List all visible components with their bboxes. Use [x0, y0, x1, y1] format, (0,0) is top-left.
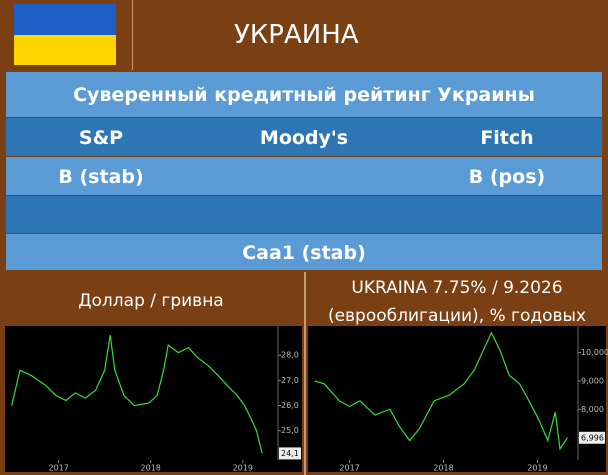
row-bg: [6, 72, 602, 117]
price-line: [314, 331, 568, 451]
y-tick-label: 8,000: [581, 405, 604, 414]
chart-title: (еврооблигации), % годовых: [328, 306, 586, 326]
page-title: УКРАИНА: [234, 20, 359, 50]
x-tick-label: 2017: [339, 464, 359, 473]
table-title: Суверенный кредитный рейтинг Украины: [73, 84, 535, 106]
y-tick-label: 26,0: [281, 401, 299, 410]
column-header: Fitch: [480, 127, 534, 149]
last-value-label: 6,996: [581, 433, 604, 442]
column-header: S&P: [78, 127, 124, 149]
x-tick-label: 2019: [233, 464, 253, 473]
y-tick-label: 10,000: [581, 348, 608, 357]
rating: B (stab): [58, 166, 144, 188]
row-bg: [6, 118, 602, 156]
x-tick-label: 2018: [141, 464, 161, 473]
x-tick-label: 2017: [48, 464, 68, 473]
divider: [304, 272, 306, 475]
last-value-label: 24,1: [281, 449, 299, 458]
x-tick-label: 2019: [527, 464, 547, 473]
y-tick-label: 9,000: [581, 377, 604, 386]
last-value-box: [579, 431, 605, 444]
flag-blue: [14, 4, 116, 35]
last-value-box: [279, 447, 301, 460]
chart-title: UKRAINA 7.75% / 9.2026: [351, 278, 562, 298]
rating: Caa1 (stab): [242, 242, 366, 264]
column-header: Moody's: [259, 127, 349, 149]
flag-yellow: [14, 35, 116, 65]
price-line: [11, 334, 263, 454]
y-tick-label: 28,0: [281, 351, 299, 360]
rating-table: Суверенный кредитный рейтинг Украины S&P…: [6, 72, 602, 270]
y-tick-label: 27,0: [281, 376, 299, 385]
divider: [132, 0, 133, 70]
x-tick-label: 2018: [433, 464, 453, 473]
row-bg: [6, 196, 602, 233]
rating: B (pos): [468, 166, 546, 188]
row-bg: [6, 157, 602, 195]
row-bg: [6, 234, 602, 270]
plot-bg: [308, 326, 606, 472]
chart-title: Доллар / гривна: [78, 291, 223, 311]
y-tick-label: 25,0: [281, 426, 299, 435]
